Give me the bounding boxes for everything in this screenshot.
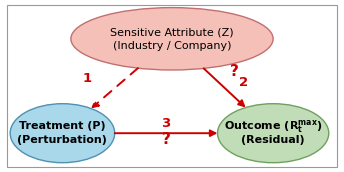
Text: (Industry / Company): (Industry / Company) <box>113 41 231 51</box>
Text: Treatment (P): Treatment (P) <box>19 121 106 131</box>
Text: (Residual): (Residual) <box>241 135 305 145</box>
Text: 3: 3 <box>161 117 171 130</box>
Text: ?: ? <box>230 64 239 79</box>
Text: Sensitive Attribute (Z): Sensitive Attribute (Z) <box>110 27 234 37</box>
Text: 2: 2 <box>239 76 248 89</box>
Text: 1: 1 <box>83 72 92 85</box>
Ellipse shape <box>10 104 115 163</box>
Text: Outcome ($\mathregular{R^{max}_{t}}$): Outcome ($\mathregular{R^{max}_{t}}$) <box>224 118 322 135</box>
Text: (Perturbation): (Perturbation) <box>18 135 107 145</box>
Ellipse shape <box>217 104 329 163</box>
Ellipse shape <box>71 8 273 70</box>
Text: ?: ? <box>162 132 171 147</box>
